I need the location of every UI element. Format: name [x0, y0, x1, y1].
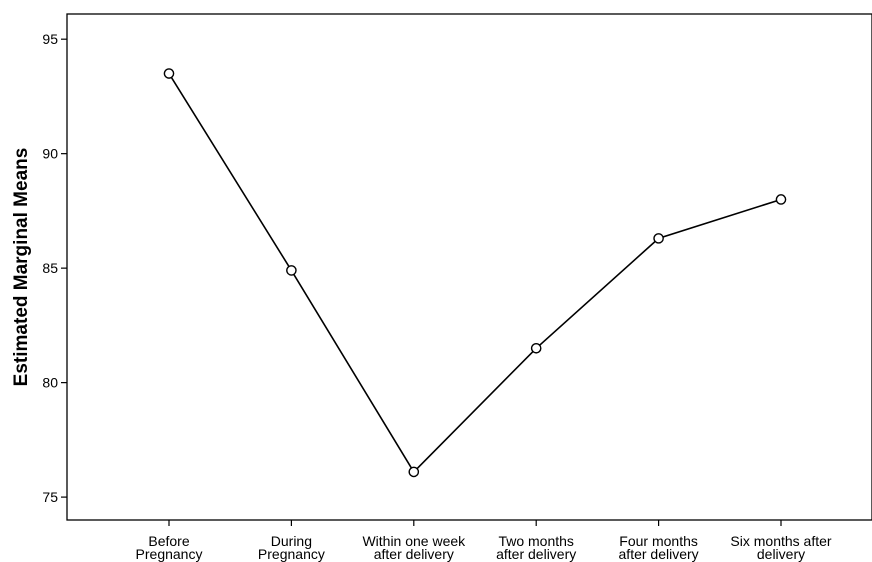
- x-tick-label-line: after delivery: [619, 546, 699, 562]
- x-tick-label: During Pregnancy: [258, 533, 325, 562]
- x-tick-label-line: delivery: [757, 546, 805, 562]
- x-tick-label: Within one week after delivery: [362, 533, 466, 562]
- x-tick-label-line: Pregnancy: [136, 546, 203, 562]
- data-point: [775, 194, 787, 205]
- y-tick-label: 85: [42, 260, 58, 276]
- x-tick-label-line: Six months after: [730, 533, 831, 549]
- x-tick-label: Two months after delivery: [496, 533, 576, 562]
- x-tick-label-line: after delivery: [496, 546, 576, 562]
- y-tick-label: 95: [42, 31, 58, 47]
- series-line: [168, 73, 782, 474]
- data-point: [530, 342, 542, 354]
- x-tick-label-line: after delivery: [374, 546, 454, 562]
- data-point: [163, 68, 175, 79]
- y-axis-title: Estimated Marginal Means: [11, 148, 32, 387]
- x-tick-label: Four months after delivery: [619, 533, 699, 562]
- x-tick-label-line: Within one week: [362, 533, 466, 549]
- y-axis-ticks: 75 80 85 90 95: [42, 31, 67, 505]
- data-point: [408, 466, 420, 478]
- x-tick-label-line: Before: [148, 533, 189, 549]
- series-layer: [163, 68, 787, 478]
- y-tick-label: 90: [42, 146, 58, 162]
- y-tick-label: 80: [42, 375, 58, 391]
- x-tick-label-line: Two months: [498, 533, 573, 549]
- x-tick-label: Before Pregnancy: [136, 533, 203, 562]
- x-tick-label-line: During: [271, 533, 312, 549]
- x-tick-label: Six months after delivery: [730, 533, 831, 562]
- y-tick-label: 75: [42, 489, 58, 505]
- data-point: [286, 265, 297, 276]
- data-point: [653, 233, 664, 244]
- x-tick-label-line: Four months: [619, 533, 698, 549]
- plot-frame: [66, 13, 872, 521]
- x-tick-label-line: Pregnancy: [258, 546, 325, 562]
